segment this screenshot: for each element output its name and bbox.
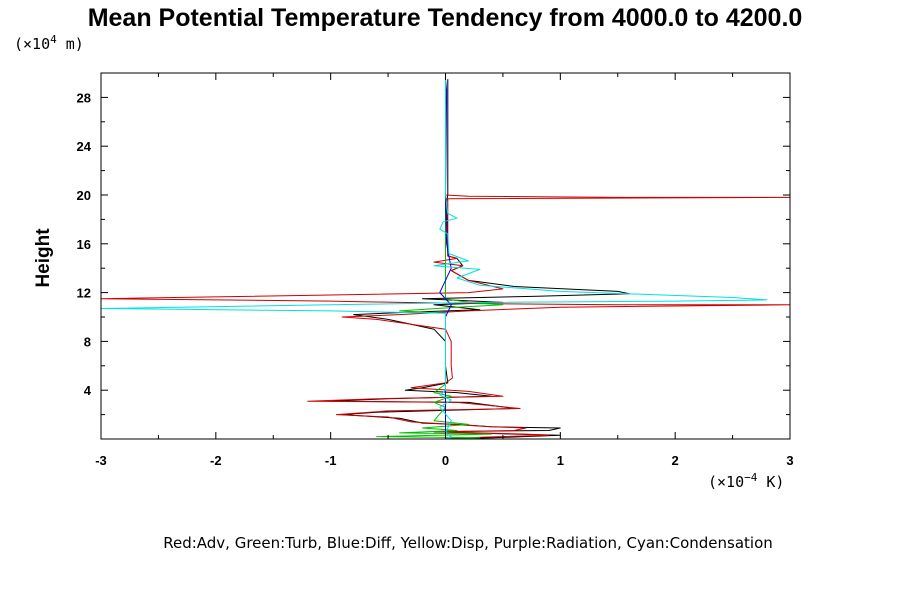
x-tick-label: -2: [210, 453, 222, 468]
y-axis-unit: (×104 m): [14, 33, 84, 53]
y-axis-label: Height: [33, 228, 54, 288]
y-tick-label: 8: [84, 334, 91, 349]
chart-title: Mean Potential Temperature Tendency from…: [88, 4, 803, 32]
series-line-total: [331, 79, 630, 439]
x-tick-label: 3: [786, 453, 793, 468]
x-tick-label: 0: [442, 453, 449, 468]
y-tick-label: 24: [77, 139, 92, 154]
x-tick-label: 2: [672, 453, 679, 468]
series-line-green-turb: [377, 79, 503, 439]
y-tick-label: 12: [77, 286, 91, 301]
series-layer: [101, 73, 790, 439]
legend-text: Red:Adv, Green:Turb, Blue:Diff, Yellow:D…: [163, 534, 773, 552]
y-tick-label: 20: [77, 188, 91, 203]
x-tick-label: -3: [95, 453, 107, 468]
chart-svg: Mean Potential Temperature Tendency from…: [0, 0, 900, 600]
y-tick-label: 4: [84, 383, 92, 398]
y-tick-label: 16: [77, 237, 91, 252]
x-tick-label: 1: [557, 453, 564, 468]
x-tick-label: -1: [325, 453, 337, 468]
y-tick-label: 28: [77, 90, 91, 105]
x-axis-unit: (×10−4 K): [708, 471, 784, 491]
